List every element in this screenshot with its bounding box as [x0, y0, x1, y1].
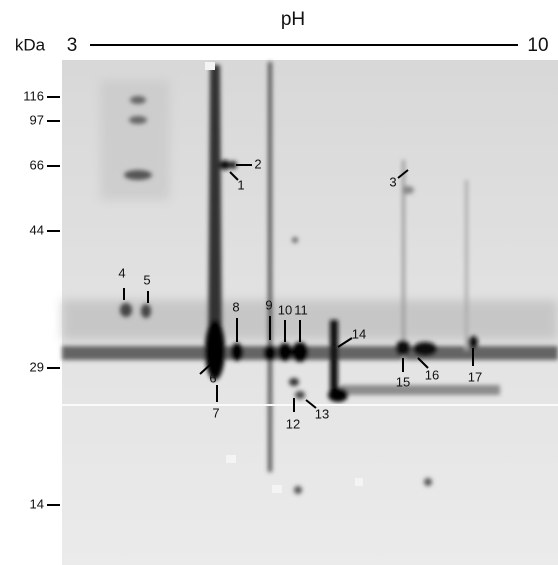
spot-label: 17: [468, 369, 482, 384]
spot-label: 3: [389, 174, 396, 189]
spot-label: 6: [209, 370, 216, 385]
spot-label: 15: [396, 374, 410, 389]
mw-marker-label: 116: [23, 88, 44, 103]
spot-label: 2: [254, 156, 261, 171]
mw-marker-label: 66: [30, 157, 44, 172]
mw-marker-label: 29: [30, 359, 44, 374]
spot-label: 7: [212, 405, 219, 420]
spot-leader: [229, 171, 239, 181]
spot-label: 1: [237, 177, 244, 192]
spot-label: 10: [278, 302, 292, 317]
spot-label: 4: [118, 265, 125, 280]
mw-marker-label: 97: [30, 112, 44, 127]
spot-leader: [417, 357, 429, 369]
spot-label: 16: [425, 367, 439, 382]
ph-right: 10: [527, 35, 548, 56]
mw-marker-label: 14: [30, 496, 44, 511]
spot-leader: [337, 337, 353, 348]
mw-marker-label: 44: [30, 222, 44, 237]
spot-label: 13: [315, 406, 329, 421]
spot-label: 12: [286, 416, 300, 431]
gel-image: [62, 60, 558, 565]
ph-title: pH: [281, 9, 305, 30]
spot-label: 11: [294, 302, 308, 317]
spot-leader: [199, 362, 213, 375]
spot-label: 5: [143, 272, 150, 287]
spot-label: 14: [352, 326, 366, 341]
kda-unit: kDa: [15, 35, 46, 54]
ph-left: 3: [67, 35, 78, 56]
spot-leader: [305, 399, 317, 409]
spot-leader: [397, 169, 409, 179]
spot-label: 8: [232, 299, 239, 314]
spot-label: 9: [265, 297, 272, 312]
